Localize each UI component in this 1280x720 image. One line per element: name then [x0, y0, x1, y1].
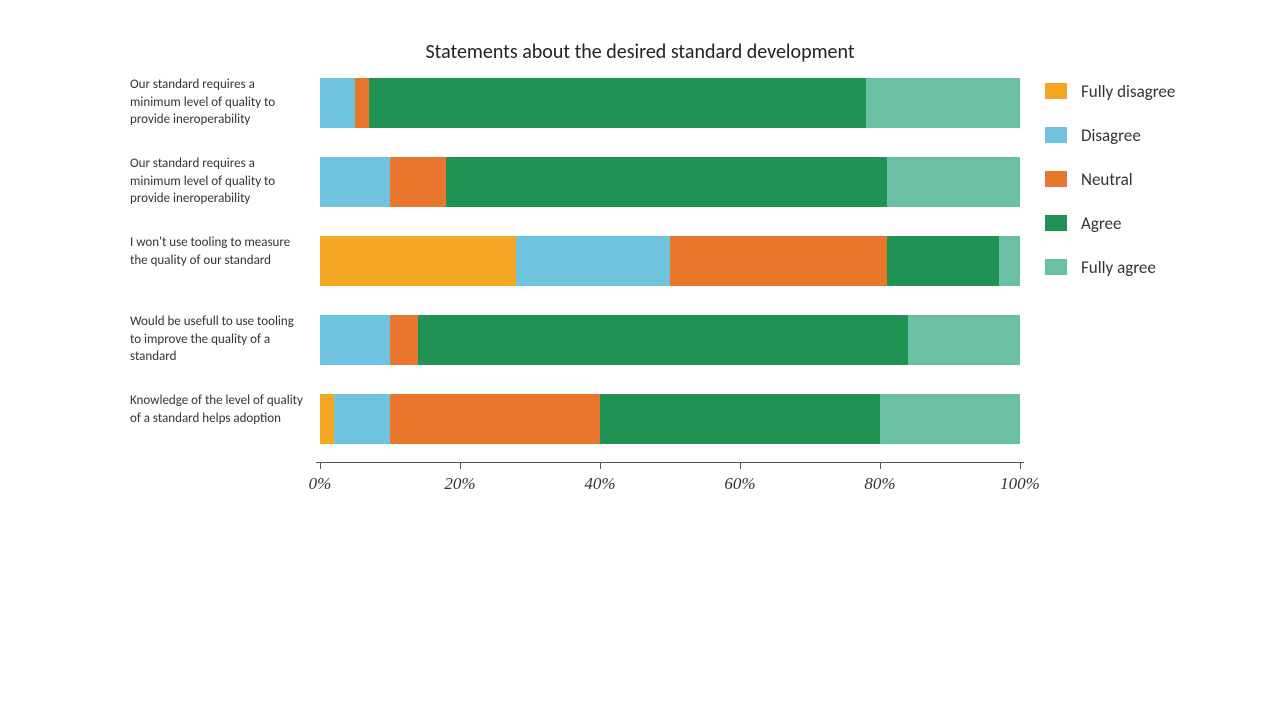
legend-swatch	[1045, 171, 1067, 187]
bar-segment	[866, 78, 1020, 128]
legend-label: Fully agree	[1081, 257, 1156, 278]
bar-row	[320, 157, 1020, 207]
bar-segment	[999, 236, 1020, 286]
legend: Fully disagree Disagree Neutral Agree Fully …	[1045, 80, 1245, 300]
legend-swatch	[1045, 215, 1067, 231]
bar-row	[320, 394, 1020, 444]
row-label: Our standard requires a minimum level of…	[130, 76, 305, 129]
bar-segment	[320, 236, 516, 286]
x-tick-label: 100%	[1000, 474, 1040, 494]
bar-segment	[516, 236, 670, 286]
legend-item: Fully agree	[1045, 256, 1245, 278]
legend-swatch	[1045, 127, 1067, 143]
legend-label: Fully disagree	[1081, 81, 1175, 102]
x-axis: 0%20%40%60%80%100%	[320, 462, 1020, 502]
x-tick-label: 20%	[444, 474, 475, 494]
bar-segment	[887, 236, 999, 286]
bar-segment	[390, 157, 446, 207]
row-labels-area: Our standard requires a minimum level of…	[130, 78, 305, 498]
bar-segment	[320, 394, 334, 444]
plot-area	[320, 78, 1020, 498]
bar-row	[320, 78, 1020, 128]
bar-segment	[334, 394, 390, 444]
bar-segment	[390, 315, 418, 365]
bar-row	[320, 315, 1020, 365]
legend-label: Neutral	[1081, 169, 1133, 190]
bar-segment	[670, 236, 887, 286]
row-label: Knowledge of the level of quality of a s…	[130, 392, 305, 427]
bar-segment	[446, 157, 887, 207]
bar-segment	[908, 315, 1020, 365]
chart-title: Statements about the desired standard de…	[0, 40, 1280, 64]
bar-segment	[390, 394, 600, 444]
legend-swatch	[1045, 259, 1067, 275]
x-tick-label: 80%	[864, 474, 895, 494]
bar-segment	[320, 315, 390, 365]
x-tick	[1020, 462, 1021, 469]
bar-segment	[320, 78, 355, 128]
chart-container: Statements about the desired standard de…	[0, 0, 1280, 720]
row-label: Would be usefull to use tooling to impro…	[130, 313, 305, 366]
x-tick-label: 60%	[724, 474, 755, 494]
legend-item: Disagree	[1045, 124, 1245, 146]
legend-label: Disagree	[1081, 125, 1141, 146]
legend-item: Neutral	[1045, 168, 1245, 190]
x-tick	[600, 462, 601, 469]
bar-segment	[600, 394, 880, 444]
x-tick	[880, 462, 881, 469]
bar-row	[320, 236, 1020, 286]
bar-segment	[369, 78, 866, 128]
legend-item: Fully disagree	[1045, 80, 1245, 102]
row-label: I won't use tooling to measure the quali…	[130, 234, 305, 269]
x-tick-label: 40%	[584, 474, 615, 494]
bar-segment	[320, 157, 390, 207]
legend-label: Agree	[1081, 213, 1121, 234]
row-label: Our standard requires a minimum level of…	[130, 155, 305, 208]
bar-segment	[355, 78, 369, 128]
legend-swatch	[1045, 83, 1067, 99]
bar-segment	[880, 394, 1020, 444]
bar-segment	[887, 157, 1020, 207]
x-tick	[740, 462, 741, 469]
legend-item: Agree	[1045, 212, 1245, 234]
x-axis-line	[316, 462, 1024, 463]
x-tick-label: 0%	[309, 474, 332, 494]
bar-segment	[418, 315, 908, 365]
x-tick	[320, 462, 321, 469]
x-tick	[460, 462, 461, 469]
